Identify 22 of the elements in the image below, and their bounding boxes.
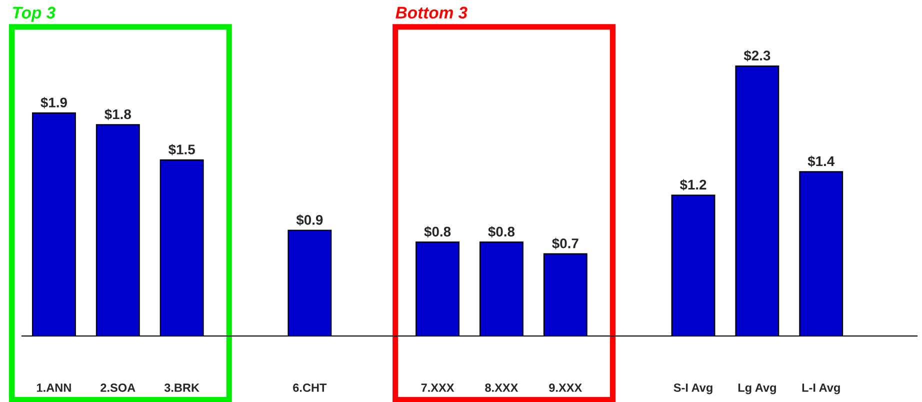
data-label: $0.7 [552,238,578,250]
x-tick-label: Lg Avg [738,384,776,394]
x-tick-label: 6.CHT [293,384,327,392]
data-label: $1.4 [808,156,835,168]
data-label: $1.9 [40,96,67,108]
x-tick-label: 3.BRK [164,384,200,392]
x-tick-label: 8.XXX [485,384,518,392]
data-label: $1.2 [680,179,706,190]
data-label: $2.3 [744,50,770,62]
x-tick-label: L-I Avg [802,384,840,394]
data-label: $1.5 [168,144,195,156]
x-tick-label: 9.XXX [549,384,582,392]
data-label: $0.8 [488,226,515,238]
data-label: $0.9 [296,214,323,226]
x-tick-label: 2.SOA [100,384,136,392]
x-tick-label: 1.ANN [36,384,71,392]
x-tick-label: S-I Avg [674,383,712,394]
data-label: $0.8 [424,226,451,238]
text: Bottom 3 [396,6,468,19]
text: Top 3 [12,6,56,22]
data-label: $1.8 [104,108,131,120]
x-tick-label: 7.XXX [421,384,454,392]
